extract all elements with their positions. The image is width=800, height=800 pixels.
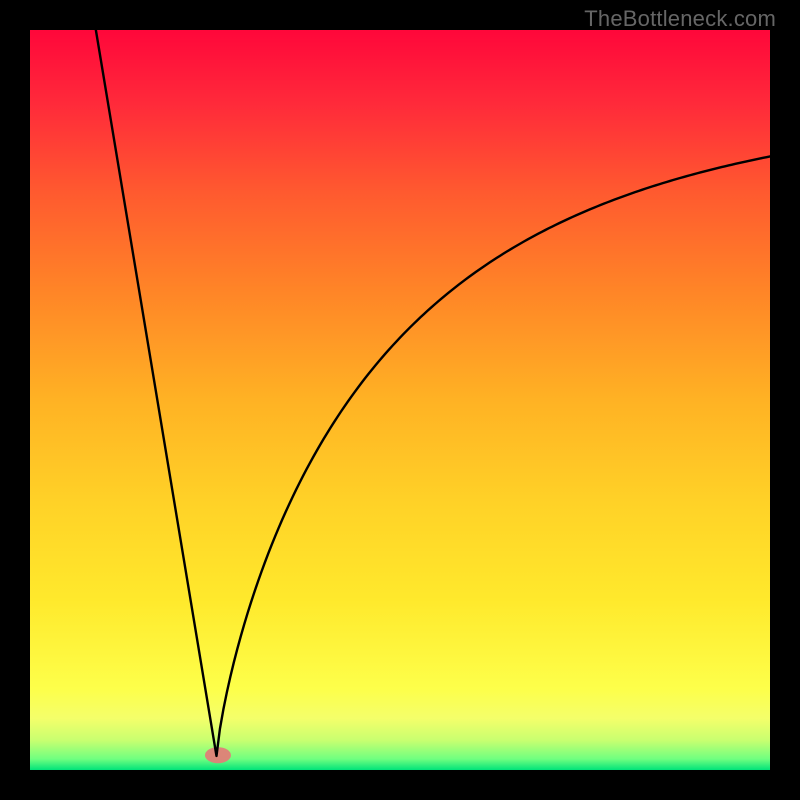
plot-background-gradient	[30, 30, 770, 770]
bottleneck-chart-svg	[0, 0, 800, 800]
chart-stage: TheBottleneck.com	[0, 0, 800, 800]
